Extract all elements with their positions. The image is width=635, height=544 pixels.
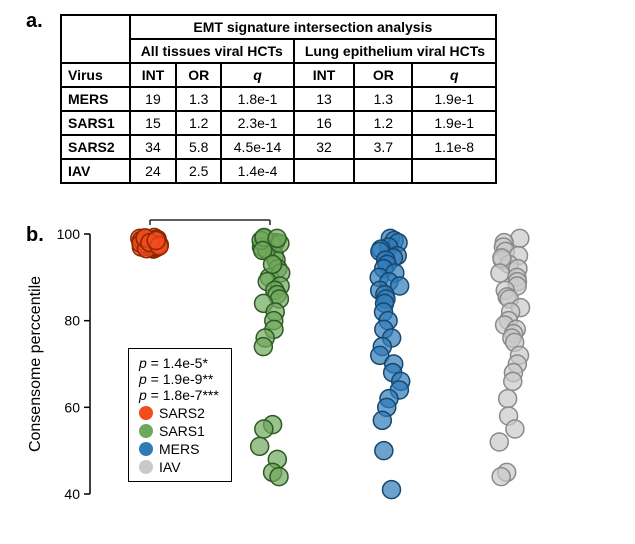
table-cell: 13 xyxy=(294,87,354,111)
table-cell: 1.2 xyxy=(354,111,412,135)
table-row: SARS1151.22.3e-1161.21.9e-1 xyxy=(61,111,496,135)
legend-label: IAV xyxy=(159,459,181,475)
data-point xyxy=(254,338,272,356)
table-cell xyxy=(412,159,496,183)
legend-swatch xyxy=(139,442,153,456)
table-cell: 1.1e-8 xyxy=(412,135,496,159)
y-axis-label: Consensome perccentile xyxy=(27,276,44,452)
table-row: IAV242.51.4e-4 xyxy=(61,159,496,183)
table-cell: 16 xyxy=(294,111,354,135)
table-stat-header: INT xyxy=(294,63,354,87)
y-tick-label: 80 xyxy=(64,313,80,329)
data-point xyxy=(504,372,522,390)
legend-p-line: p = 1.8e-7*** xyxy=(139,387,219,403)
legend-swatch xyxy=(139,424,153,438)
data-point xyxy=(147,232,165,250)
table-cell: 2.3e-1 xyxy=(221,111,294,135)
table-row: SARS2345.84.5e-14323.71.1e-8 xyxy=(61,135,496,159)
legend-box: p = 1.4e-5*p = 1.9e-9**p = 1.8e-7*** SAR… xyxy=(128,348,232,482)
legend-p-line: p = 1.4e-5* xyxy=(139,355,219,371)
table-cell: 19 xyxy=(130,87,177,111)
legend-item: SARS2 xyxy=(139,405,219,421)
legend-label: SARS2 xyxy=(159,405,205,421)
virus-cell: MERS xyxy=(61,87,130,111)
data-point xyxy=(382,481,400,499)
legend-swatch xyxy=(139,460,153,474)
legend-label: SARS1 xyxy=(159,423,205,439)
data-point xyxy=(491,264,509,282)
virus-cell: SARS2 xyxy=(61,135,130,159)
legend-swatch xyxy=(139,406,153,420)
data-point xyxy=(268,229,286,247)
panel-label-a: a. xyxy=(26,10,43,33)
table-stat-header: OR xyxy=(354,63,412,87)
table-virus-header: Virus xyxy=(61,63,130,87)
data-point xyxy=(506,420,524,438)
virus-cell: SARS1 xyxy=(61,111,130,135)
table-super-header: EMT signature intersection analysis xyxy=(130,15,496,39)
table-cell: 4.5e-14 xyxy=(221,135,294,159)
table-group-header-lung: Lung epithelium viral HCTs xyxy=(294,39,496,63)
y-tick-label: 100 xyxy=(57,226,81,242)
table-cell: 1.3 xyxy=(354,87,412,111)
table-cell: 15 xyxy=(130,111,177,135)
legend-label: MERS xyxy=(159,441,199,457)
data-point xyxy=(490,433,508,451)
table-cell: 1.8e-1 xyxy=(221,87,294,111)
data-point xyxy=(499,390,517,408)
table-cell: 1.2 xyxy=(176,111,221,135)
legend-p-line: p = 1.9e-9** xyxy=(139,371,219,387)
y-tick-label: 60 xyxy=(64,399,80,415)
table-cell: 2.5 xyxy=(176,159,221,183)
table-cell xyxy=(294,159,354,183)
data-point xyxy=(270,468,288,486)
table-cell: 34 xyxy=(130,135,177,159)
data-point xyxy=(492,468,510,486)
data-point xyxy=(373,411,391,429)
data-point xyxy=(375,442,393,460)
virus-cell: IAV xyxy=(61,159,130,183)
legend-item: MERS xyxy=(139,441,219,457)
sig-label: * xyxy=(207,214,213,222)
legend-item: SARS1 xyxy=(139,423,219,439)
table-cell: 1.9e-1 xyxy=(412,111,496,135)
scatter-chart: 406080100Consensome perccentile****** p … xyxy=(20,214,610,534)
y-tick-label: 40 xyxy=(64,486,80,502)
table-cell: 3.7 xyxy=(354,135,412,159)
table-cell: 1.9e-1 xyxy=(412,87,496,111)
table-row: MERS191.31.8e-1131.31.9e-1 xyxy=(61,87,496,111)
table-cell xyxy=(354,159,412,183)
table-group-header-all: All tissues viral HCTs xyxy=(130,39,294,63)
figure: a. EMT signature intersection analysisAl… xyxy=(0,0,635,544)
data-point xyxy=(251,437,269,455)
table-stat-header: OR xyxy=(176,63,221,87)
table-cell: 1.3 xyxy=(176,87,221,111)
chart-svg: 406080100Consensome perccentile****** xyxy=(20,214,610,534)
table-cell: 5.8 xyxy=(176,135,221,159)
table-cell: 1.4e-4 xyxy=(221,159,294,183)
table-cell: 24 xyxy=(130,159,177,183)
table-blank xyxy=(61,15,130,63)
table-stat-header: q xyxy=(221,63,294,87)
table-stat-header: q xyxy=(412,63,496,87)
table-cell: 32 xyxy=(294,135,354,159)
emt-table: EMT signature intersection analysisAll t… xyxy=(60,14,497,184)
data-point xyxy=(255,420,273,438)
table-stat-header: INT xyxy=(130,63,177,87)
legend-item: IAV xyxy=(139,459,219,475)
data-point xyxy=(264,255,282,273)
